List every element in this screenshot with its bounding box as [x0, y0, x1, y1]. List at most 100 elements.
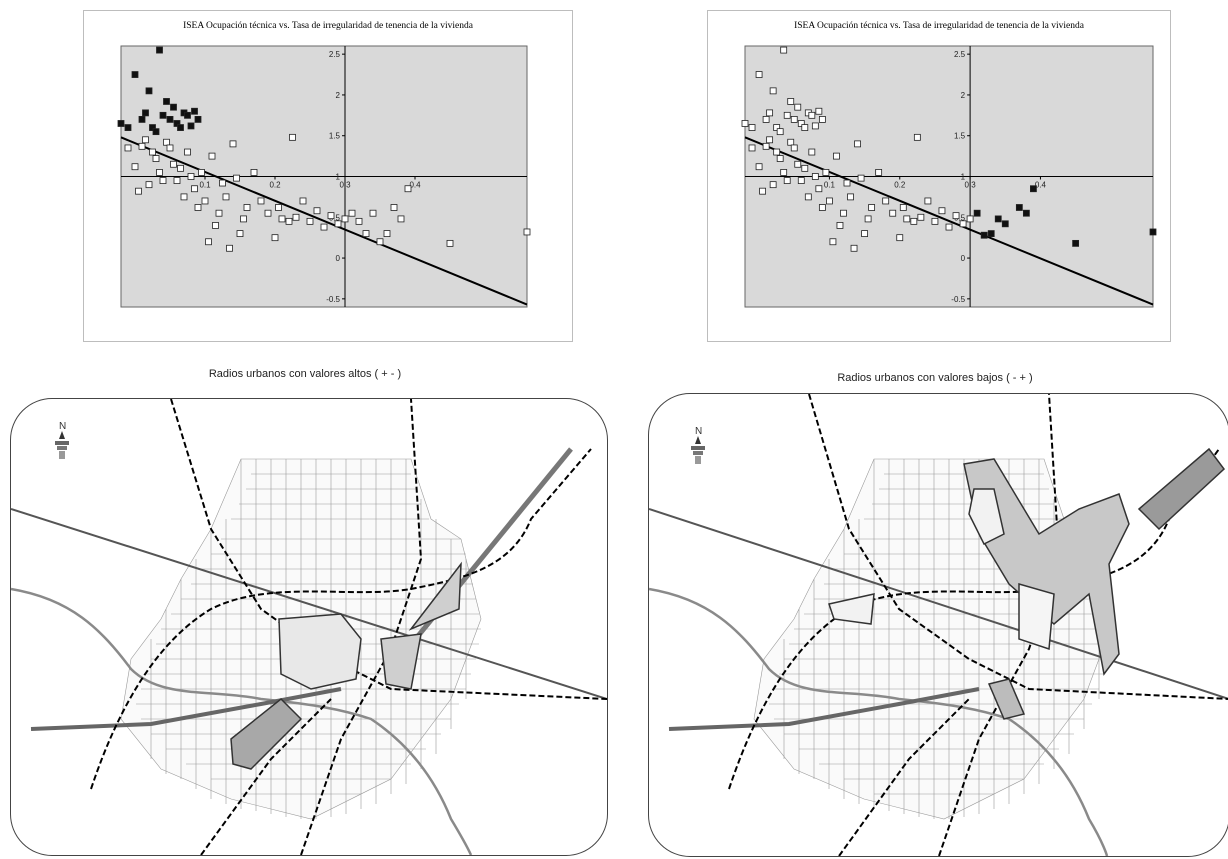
data-point: [1030, 185, 1037, 193]
city-map-left: N: [11, 399, 607, 855]
data-point: [783, 177, 791, 184]
data-point: [811, 173, 819, 180]
data-point: [341, 215, 349, 223]
data-point: [138, 142, 146, 150]
data-point: [776, 155, 784, 162]
x-tick-label: 0.1: [199, 181, 211, 190]
y-tick-label: 1: [961, 173, 966, 182]
data-point: [773, 148, 781, 156]
data-point: [278, 215, 286, 223]
data-point: [822, 169, 830, 176]
data-point: [229, 140, 237, 148]
data-point: [250, 169, 258, 176]
river: [11, 587, 473, 855]
data-point: [138, 116, 146, 123]
data-point: [404, 185, 412, 193]
data-point: [152, 128, 160, 136]
map-title-left: Radios urbanos con valores altos ( + - ): [208, 368, 402, 380]
data-point: [797, 120, 805, 127]
chart-title: ISEA Ocupación técnica vs. Tasa de irreg…: [183, 21, 473, 31]
x-tick-label: 0.3: [965, 181, 977, 190]
data-point: [135, 187, 142, 195]
data-point: [769, 181, 777, 189]
data-point: [149, 124, 156, 131]
y-tick-label: 1.5: [329, 132, 341, 141]
data-point: [131, 71, 139, 78]
data-point: [1072, 239, 1080, 247]
data-point: [780, 46, 788, 54]
data-point: [815, 185, 823, 193]
highway: [649, 508, 1228, 700]
y-tick-label: 2: [336, 91, 341, 100]
data-point: [243, 204, 251, 211]
data-point: [980, 231, 988, 239]
data-point: [156, 46, 163, 54]
data-point: [264, 209, 272, 217]
data-point: [376, 238, 384, 246]
data-point: [875, 169, 883, 176]
data-point: [170, 160, 177, 168]
map-title-right: Radios urbanos con valores bajos ( - + ): [837, 372, 1033, 384]
x-tick-label: 0.2: [269, 181, 281, 190]
data-point: [861, 230, 868, 237]
data-point: [804, 193, 812, 201]
data-point: [811, 122, 819, 130]
y-tick-label: -0.5: [326, 295, 340, 304]
data-point: [903, 215, 911, 223]
data-point: [271, 234, 279, 242]
data-point: [818, 204, 826, 211]
data-point: [240, 215, 247, 223]
highway: [30, 687, 342, 731]
scatter-plot-left: 2.5 2 1.5 1 0.5 0 -0.5 0.1 0.2 0.3 0.4: [117, 45, 531, 308]
data-point: [794, 160, 802, 168]
data-point: [348, 209, 356, 217]
highway: [668, 687, 980, 731]
data-point: [1015, 204, 1023, 211]
data-point: [390, 204, 398, 211]
data-point: [233, 174, 240, 182]
data-point: [149, 148, 156, 156]
x-tick-label: 0.4: [1035, 181, 1047, 190]
data-point: [285, 217, 293, 225]
data-point: [952, 212, 960, 220]
data-point: [938, 207, 946, 215]
data-point: [790, 116, 798, 123]
data-point: [762, 116, 770, 123]
y-tick-label: 0.5: [954, 213, 966, 222]
data-point: [783, 111, 791, 119]
data-point: [801, 124, 809, 131]
data-point: [773, 124, 781, 131]
data-point: [170, 103, 177, 111]
y-tick-label: 1.5: [954, 132, 966, 141]
y-tick-label: 2.5: [329, 50, 341, 59]
data-point: [226, 244, 233, 252]
data-point: [966, 215, 974, 223]
data-point: [850, 244, 858, 252]
data-point: [166, 116, 174, 123]
data-point: [797, 177, 805, 184]
regression-line: [120, 136, 528, 306]
data-point: [1149, 228, 1157, 236]
data-point: [397, 215, 405, 223]
data-point: [776, 128, 784, 136]
y-tick-label: 2: [961, 91, 966, 100]
x-tick-label: 0.3: [339, 181, 351, 190]
data-point: [292, 213, 300, 221]
data-point: [446, 239, 454, 247]
data-point: [355, 217, 363, 225]
data-point: [794, 103, 802, 111]
data-point: [201, 197, 209, 205]
chart-panel-left: ISEA Ocupación técnica vs. Tasa de irreg…: [83, 10, 573, 342]
svg-text:N: N: [695, 426, 702, 437]
data-point: [215, 209, 223, 217]
y-tick-label: 1: [336, 173, 341, 182]
data-point: [913, 133, 921, 141]
data-point: [840, 209, 847, 217]
data-point: [163, 98, 170, 105]
svg-text:N: N: [59, 421, 66, 432]
data-point: [184, 148, 191, 156]
data-point: [987, 230, 995, 237]
data-point: [236, 230, 244, 237]
data-point: [808, 111, 816, 119]
data-point: [275, 204, 282, 211]
